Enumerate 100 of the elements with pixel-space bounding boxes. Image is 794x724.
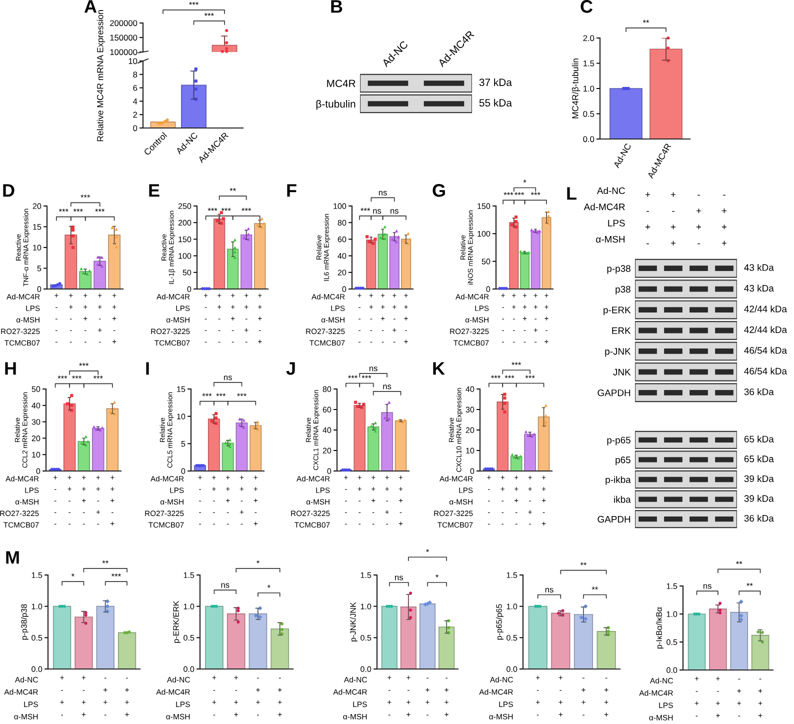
text: *** [204,12,214,16]
y-tick-label: 10 [32,452,40,458]
y-tick-label: 0 [342,286,346,292]
annotation: * [71,574,74,576]
y-tick-label: 1.0 [666,611,678,617]
y-tick-label: 40 [466,386,474,392]
category-label: p-p65 [607,436,630,446]
category-label: 42/44 kDa [744,326,787,334]
text: *** [514,192,524,196]
category-label: 37 kDa [479,78,512,86]
chart-title: M [6,551,19,564]
annotation: *** [208,208,218,211]
text: *** [58,376,68,379]
category-label: 46/54 kDa [744,368,787,374]
annotation: *** [111,574,121,576]
chart-title: F [287,184,296,197]
category-label: p-ERK [604,306,631,316]
text: * [256,560,260,564]
annotation: ns [373,209,382,214]
y-tick-label: 0.0 [32,666,42,672]
text: ** [230,188,236,191]
annotation: ** [592,586,598,590]
y-tick-label: 2 [133,112,138,118]
text: *** [362,375,372,378]
text: L [567,187,576,200]
chart-title: E [149,184,160,197]
category-label: - + + - [696,194,702,244]
category-label: p-ikba [606,476,631,485]
category-label: p-p38 [607,265,630,274]
text: *** [72,376,82,379]
chart-title: K [433,362,445,375]
y-tick-label: 40 [32,402,40,408]
text: ns [224,376,232,380]
y-tick-label: 8 [133,72,138,78]
annotation: * [267,584,270,588]
category-label: ikba [614,496,631,503]
text: ** [642,20,650,23]
category-label: 39 kDa [744,494,774,502]
y-tick-label: 10 [177,414,186,420]
category-label: GAPDH [598,516,630,523]
y-tick-label: 0.0 [583,136,594,142]
y-tick-label: 1.5 [583,60,594,66]
y-tick-label: 5 [37,266,42,272]
y-axis-title: p-ERK/ERK [172,600,180,643]
text: *** [530,192,540,196]
category-label: + - + + [670,192,676,246]
category-label: 43 kDa [744,284,774,292]
annotation: ns [221,583,230,588]
chart-title: D [3,184,14,197]
y-tick-label: 0.5 [666,639,678,645]
text: *** [93,376,103,379]
y-tick-label: 20 [322,448,332,454]
y-tick-label: 50 [482,258,490,264]
y-tick-label: 1.5 [32,572,42,578]
text: *** [79,362,89,366]
y-tick-label: 30 [32,419,40,425]
chart-title: J [286,362,295,375]
y-tick-label: 10 [33,244,42,250]
y-tick-label: 4 [133,98,138,104]
y-tick-label: 1.5 [184,572,194,578]
y-tick-label: 100000 [110,49,138,56]
text: ns [378,190,387,196]
y-tick-label: 1.5 [506,572,518,578]
text: ns [369,366,378,372]
y-tick-label: 50 [32,386,40,392]
chart-title: H [5,362,16,375]
annotation: *** [95,208,105,212]
category-label: 42/44 kDa [744,305,787,312]
category-label: 65 kDa [744,455,774,462]
text: *** [189,2,199,5]
y-tick-label: 80 [338,220,346,226]
y-tick-label: 6 [133,85,138,91]
y-tick-label: 40 [322,427,332,433]
y-tick-label: 20 [32,435,40,442]
y-tick-label: 0.0 [506,666,518,672]
y-tick-label: 0.5 [506,634,518,641]
text: *** [491,375,501,378]
category-label: p38 [616,286,630,294]
text: ** [102,560,108,564]
category-label: 36 kDa [744,388,774,396]
y-tick-label: 1.0 [583,86,594,92]
text: *** [512,362,522,366]
y-tick-label: 20 [466,427,474,433]
annotation: ns [383,384,392,390]
category-label: 55 kDa [479,98,512,107]
annotation: * [436,574,439,578]
chart-title: I [146,362,149,375]
annotation: ns [545,588,554,592]
y-axis-title: p-p65/p65 [496,604,504,640]
y-axis-title: p-JNK/JNK [350,602,358,642]
text: *** [348,375,358,378]
text: *** [504,375,514,378]
y-tick-label: 1.5 [360,572,372,578]
y-tick-label: 2.0 [583,35,594,42]
y-tick-label: 0.5 [360,634,372,641]
y-tick-label: 0 [37,286,42,292]
text: *** [525,375,535,378]
y-tick-label: 1.0 [32,604,42,610]
y-tick-label: 30 [466,406,474,412]
annotation: ns [704,584,712,589]
